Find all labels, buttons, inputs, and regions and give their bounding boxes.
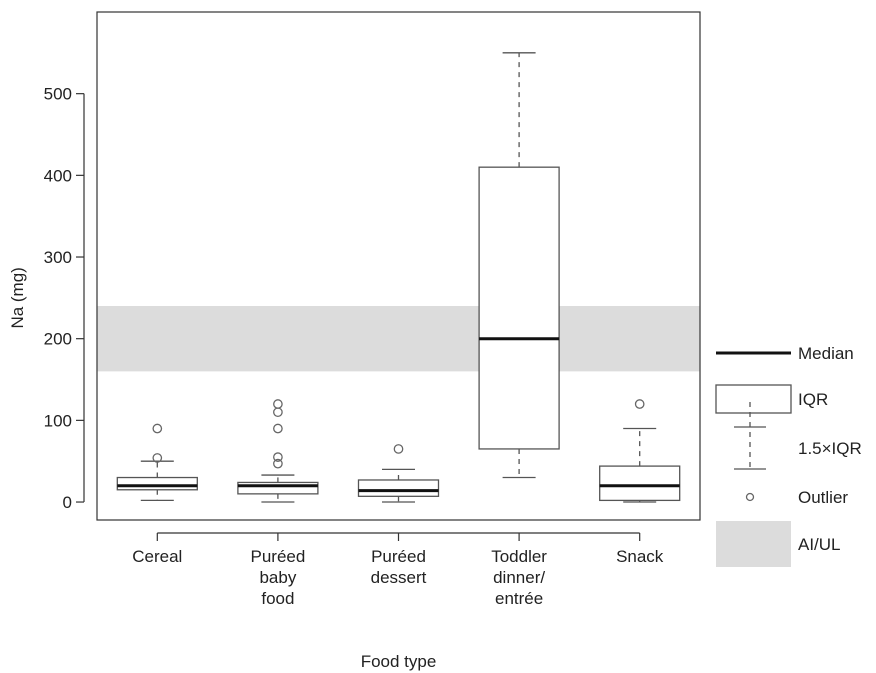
- legend-band-swatch: [716, 521, 791, 567]
- x-tick-label: Puréed baby food: [250, 547, 305, 608]
- boxes-layer: [116, 52, 681, 503]
- y-axis: 0 100 200 300 400 500: [44, 85, 85, 512]
- x-tick-label-line: food: [261, 589, 294, 608]
- x-tick-label-line: Puréed: [371, 547, 426, 566]
- x-tick-label: Puréed dessert: [371, 547, 427, 587]
- box-group: [357, 444, 440, 503]
- outlier-point: [273, 423, 283, 434]
- box-group: [116, 423, 198, 502]
- y-axis-title: Na (mg): [8, 267, 27, 328]
- box-group: [478, 52, 560, 479]
- x-tick-label-line: baby: [259, 568, 296, 587]
- legend-outlier-swatch: [745, 492, 755, 502]
- x-tick-label-line: entrée: [495, 589, 543, 608]
- outlier-point: [152, 423, 163, 434]
- iqr-box: [599, 465, 681, 502]
- y-tick-label: 200: [44, 330, 72, 349]
- x-tick-label: Toddler dinner/entrée: [491, 547, 547, 608]
- legend-label-band: AI/UL: [798, 535, 841, 554]
- y-tick-label: 500: [44, 85, 72, 104]
- legend-label-iqr: IQR: [798, 390, 828, 409]
- iqr-box: [116, 476, 198, 491]
- y-tick-label: 400: [44, 166, 72, 185]
- outlier-point: [152, 453, 163, 463]
- x-axis-title: Food type: [361, 652, 437, 671]
- legend: Median IQR 1.5×IQR Outlier AI/UL: [715, 344, 862, 567]
- x-tick-label-line: dinner/: [493, 568, 545, 587]
- x-tick-label-line: Puréed: [250, 547, 305, 566]
- x-tick-label-line: Snack: [616, 547, 664, 566]
- x-tick-label: Cereal: [132, 547, 182, 566]
- y-tick-label: 100: [44, 411, 72, 430]
- box-group: [237, 399, 319, 503]
- x-tick-label-line: Cereal: [132, 547, 182, 566]
- legend-label-median: Median: [798, 344, 854, 363]
- legend-label-outlier: Outlier: [798, 488, 848, 507]
- iqr-box: [357, 479, 440, 497]
- y-tick-label: 0: [63, 493, 72, 512]
- ai-ul-band-layer: [97, 306, 700, 372]
- outlier-point: [273, 407, 283, 418]
- x-tick-label-line: Toddler: [491, 547, 547, 566]
- legend-label-whisker: 1.5×IQR: [798, 439, 862, 458]
- ai-ul-band: [97, 306, 700, 372]
- plot-frame: [96, 11, 701, 521]
- legend-iqr-swatch: [715, 384, 792, 414]
- iqr-box: [237, 481, 319, 495]
- iqr-box: [478, 166, 560, 450]
- x-tick-label-line: dessert: [371, 568, 427, 587]
- outlier-point: [273, 399, 283, 409]
- outlier-point: [273, 458, 283, 469]
- outlier-point: [393, 444, 404, 454]
- outlier-point: [273, 452, 283, 462]
- x-tick-label: Snack: [616, 547, 664, 566]
- box-group: [599, 399, 681, 503]
- y-tick-label: 300: [44, 248, 72, 267]
- x-axis: Cereal Puréed baby food Puréed dessert Toddler…: [132, 532, 664, 608]
- outlier-point: [634, 399, 645, 409]
